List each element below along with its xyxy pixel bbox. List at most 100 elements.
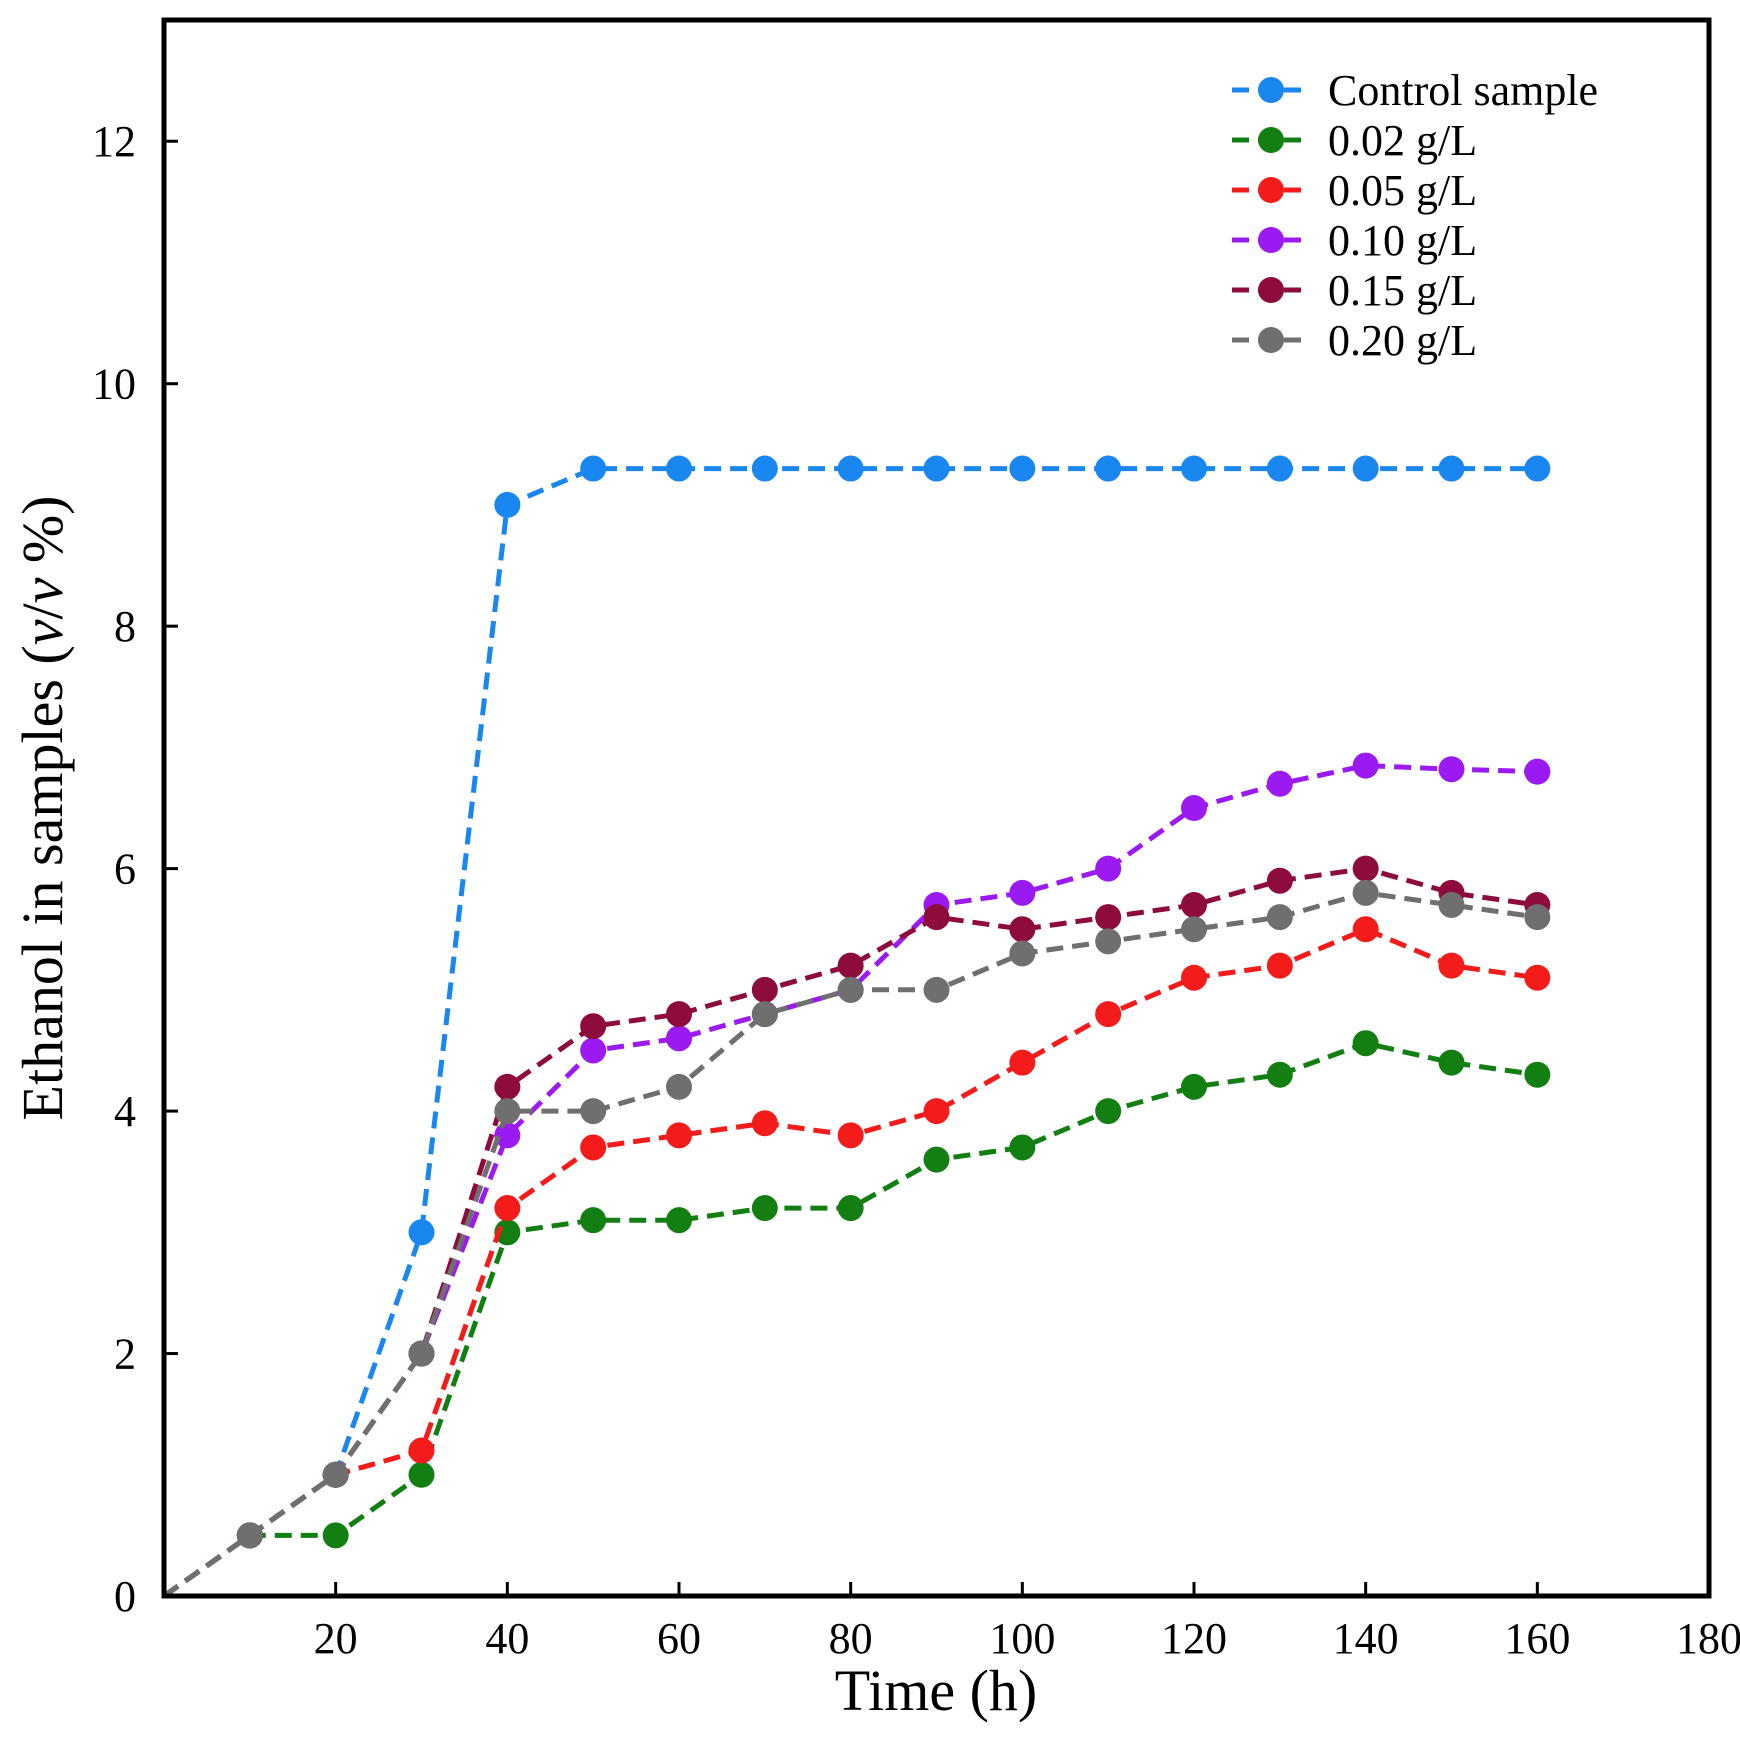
legend-marker (1258, 77, 1284, 103)
y-tick-label: 8 (114, 602, 136, 651)
y-axis-title-var: v (10, 577, 75, 603)
data-point (1266, 867, 1293, 894)
data-point (1009, 455, 1036, 482)
data-point (494, 1098, 521, 1125)
data-point (1438, 952, 1465, 979)
legend-item: Control sample (1232, 66, 1598, 115)
legend-item: 0.15 g/L (1232, 266, 1477, 315)
y-axis-title: Ethanol in samples (v/v %) (10, 496, 75, 1121)
data-point (1095, 928, 1122, 955)
data-point (751, 455, 778, 482)
data-point (1095, 1001, 1122, 1028)
data-point (1266, 770, 1293, 797)
y-tick-label: 4 (114, 1087, 136, 1136)
data-point (1438, 455, 1465, 482)
data-point (666, 455, 692, 482)
x-tick-label: 20 (314, 1614, 358, 1663)
x-tick-label: 120 (1161, 1614, 1227, 1663)
series-line (162, 866, 1538, 1599)
data-point (751, 976, 778, 1003)
data-point (1009, 916, 1036, 943)
x-axis-title: Time (h) (835, 1658, 1038, 1723)
x-tick-label: 180 (1676, 1614, 1740, 1663)
data-point (751, 1110, 778, 1137)
data-point (1181, 964, 1207, 991)
data-point (666, 1122, 692, 1149)
legend-label: 0.05 g/L (1328, 166, 1477, 215)
y-tick-label: 2 (114, 1330, 136, 1379)
data-point (837, 1195, 864, 1222)
legend-label: 0.15 g/L (1328, 266, 1477, 315)
legend-marker (1258, 227, 1284, 253)
data-point (408, 1437, 435, 1464)
data-point (837, 1122, 864, 1149)
data-point (837, 455, 864, 482)
data-point (751, 1001, 778, 1028)
data-point (666, 1025, 692, 1052)
data-point (666, 1073, 692, 1100)
data-point (1438, 891, 1465, 918)
data-point (666, 1207, 692, 1234)
series-4 (162, 855, 1551, 1599)
legend-label: 0.20 g/L (1328, 316, 1477, 365)
data-point (923, 904, 950, 931)
legend-marker (1258, 277, 1284, 303)
y-tick-label: 6 (114, 845, 136, 894)
data-point (1009, 1134, 1036, 1161)
data-point (1524, 758, 1551, 785)
legend-marker (1258, 327, 1284, 353)
data-point (1266, 904, 1293, 931)
data-point (580, 1134, 607, 1161)
data-point (1181, 1073, 1207, 1100)
y-axis-title-part: / (10, 603, 75, 620)
data-point (1266, 455, 1293, 482)
data-point (494, 1219, 521, 1246)
data-point (1181, 891, 1207, 918)
y-axis-title-part: %) (10, 496, 75, 578)
x-tick-label: 160 (1504, 1614, 1570, 1663)
data-point (1352, 855, 1379, 882)
data-point (1095, 455, 1122, 482)
data-point (322, 1522, 349, 1549)
data-point (1352, 752, 1379, 779)
data-point (923, 1146, 950, 1173)
y-axis-title-part: Ethanol in samples ( (10, 645, 75, 1120)
data-point (408, 1219, 435, 1246)
data-point (236, 1522, 263, 1549)
data-point (1524, 1061, 1551, 1088)
y-tick-label: 10 (92, 360, 136, 409)
data-point (408, 1340, 435, 1367)
data-point (837, 952, 864, 979)
data-point (1438, 1049, 1465, 1076)
legend-label: 0.10 g/L (1328, 216, 1477, 265)
data-point (580, 1207, 607, 1234)
series-0 (162, 455, 1551, 1599)
data-point (494, 1073, 521, 1100)
data-point (408, 1461, 435, 1488)
data-point (923, 976, 950, 1003)
legend-item: 0.20 g/L (1232, 316, 1477, 365)
data-point (580, 455, 607, 482)
data-point (580, 1037, 607, 1064)
legend-label: 0.02 g/L (1328, 116, 1477, 165)
x-tick-label: 80 (829, 1614, 873, 1663)
series-layer (162, 455, 1551, 1599)
legend-item: 0.02 g/L (1232, 116, 1477, 165)
x-tick-label: 40 (485, 1614, 529, 1663)
data-point (1009, 940, 1036, 967)
data-point (1181, 455, 1207, 482)
data-point (751, 1195, 778, 1222)
data-point (1095, 855, 1122, 882)
series-5 (162, 879, 1551, 1599)
x-tick-label: 60 (657, 1614, 701, 1663)
data-point (666, 1001, 692, 1028)
data-point (1352, 455, 1379, 482)
data-point (1095, 1098, 1122, 1125)
data-point (1524, 904, 1551, 931)
data-point (494, 1195, 521, 1222)
legend-item: 0.10 g/L (1232, 216, 1477, 265)
data-point (494, 1122, 521, 1149)
y-tick-label: 12 (92, 117, 136, 166)
